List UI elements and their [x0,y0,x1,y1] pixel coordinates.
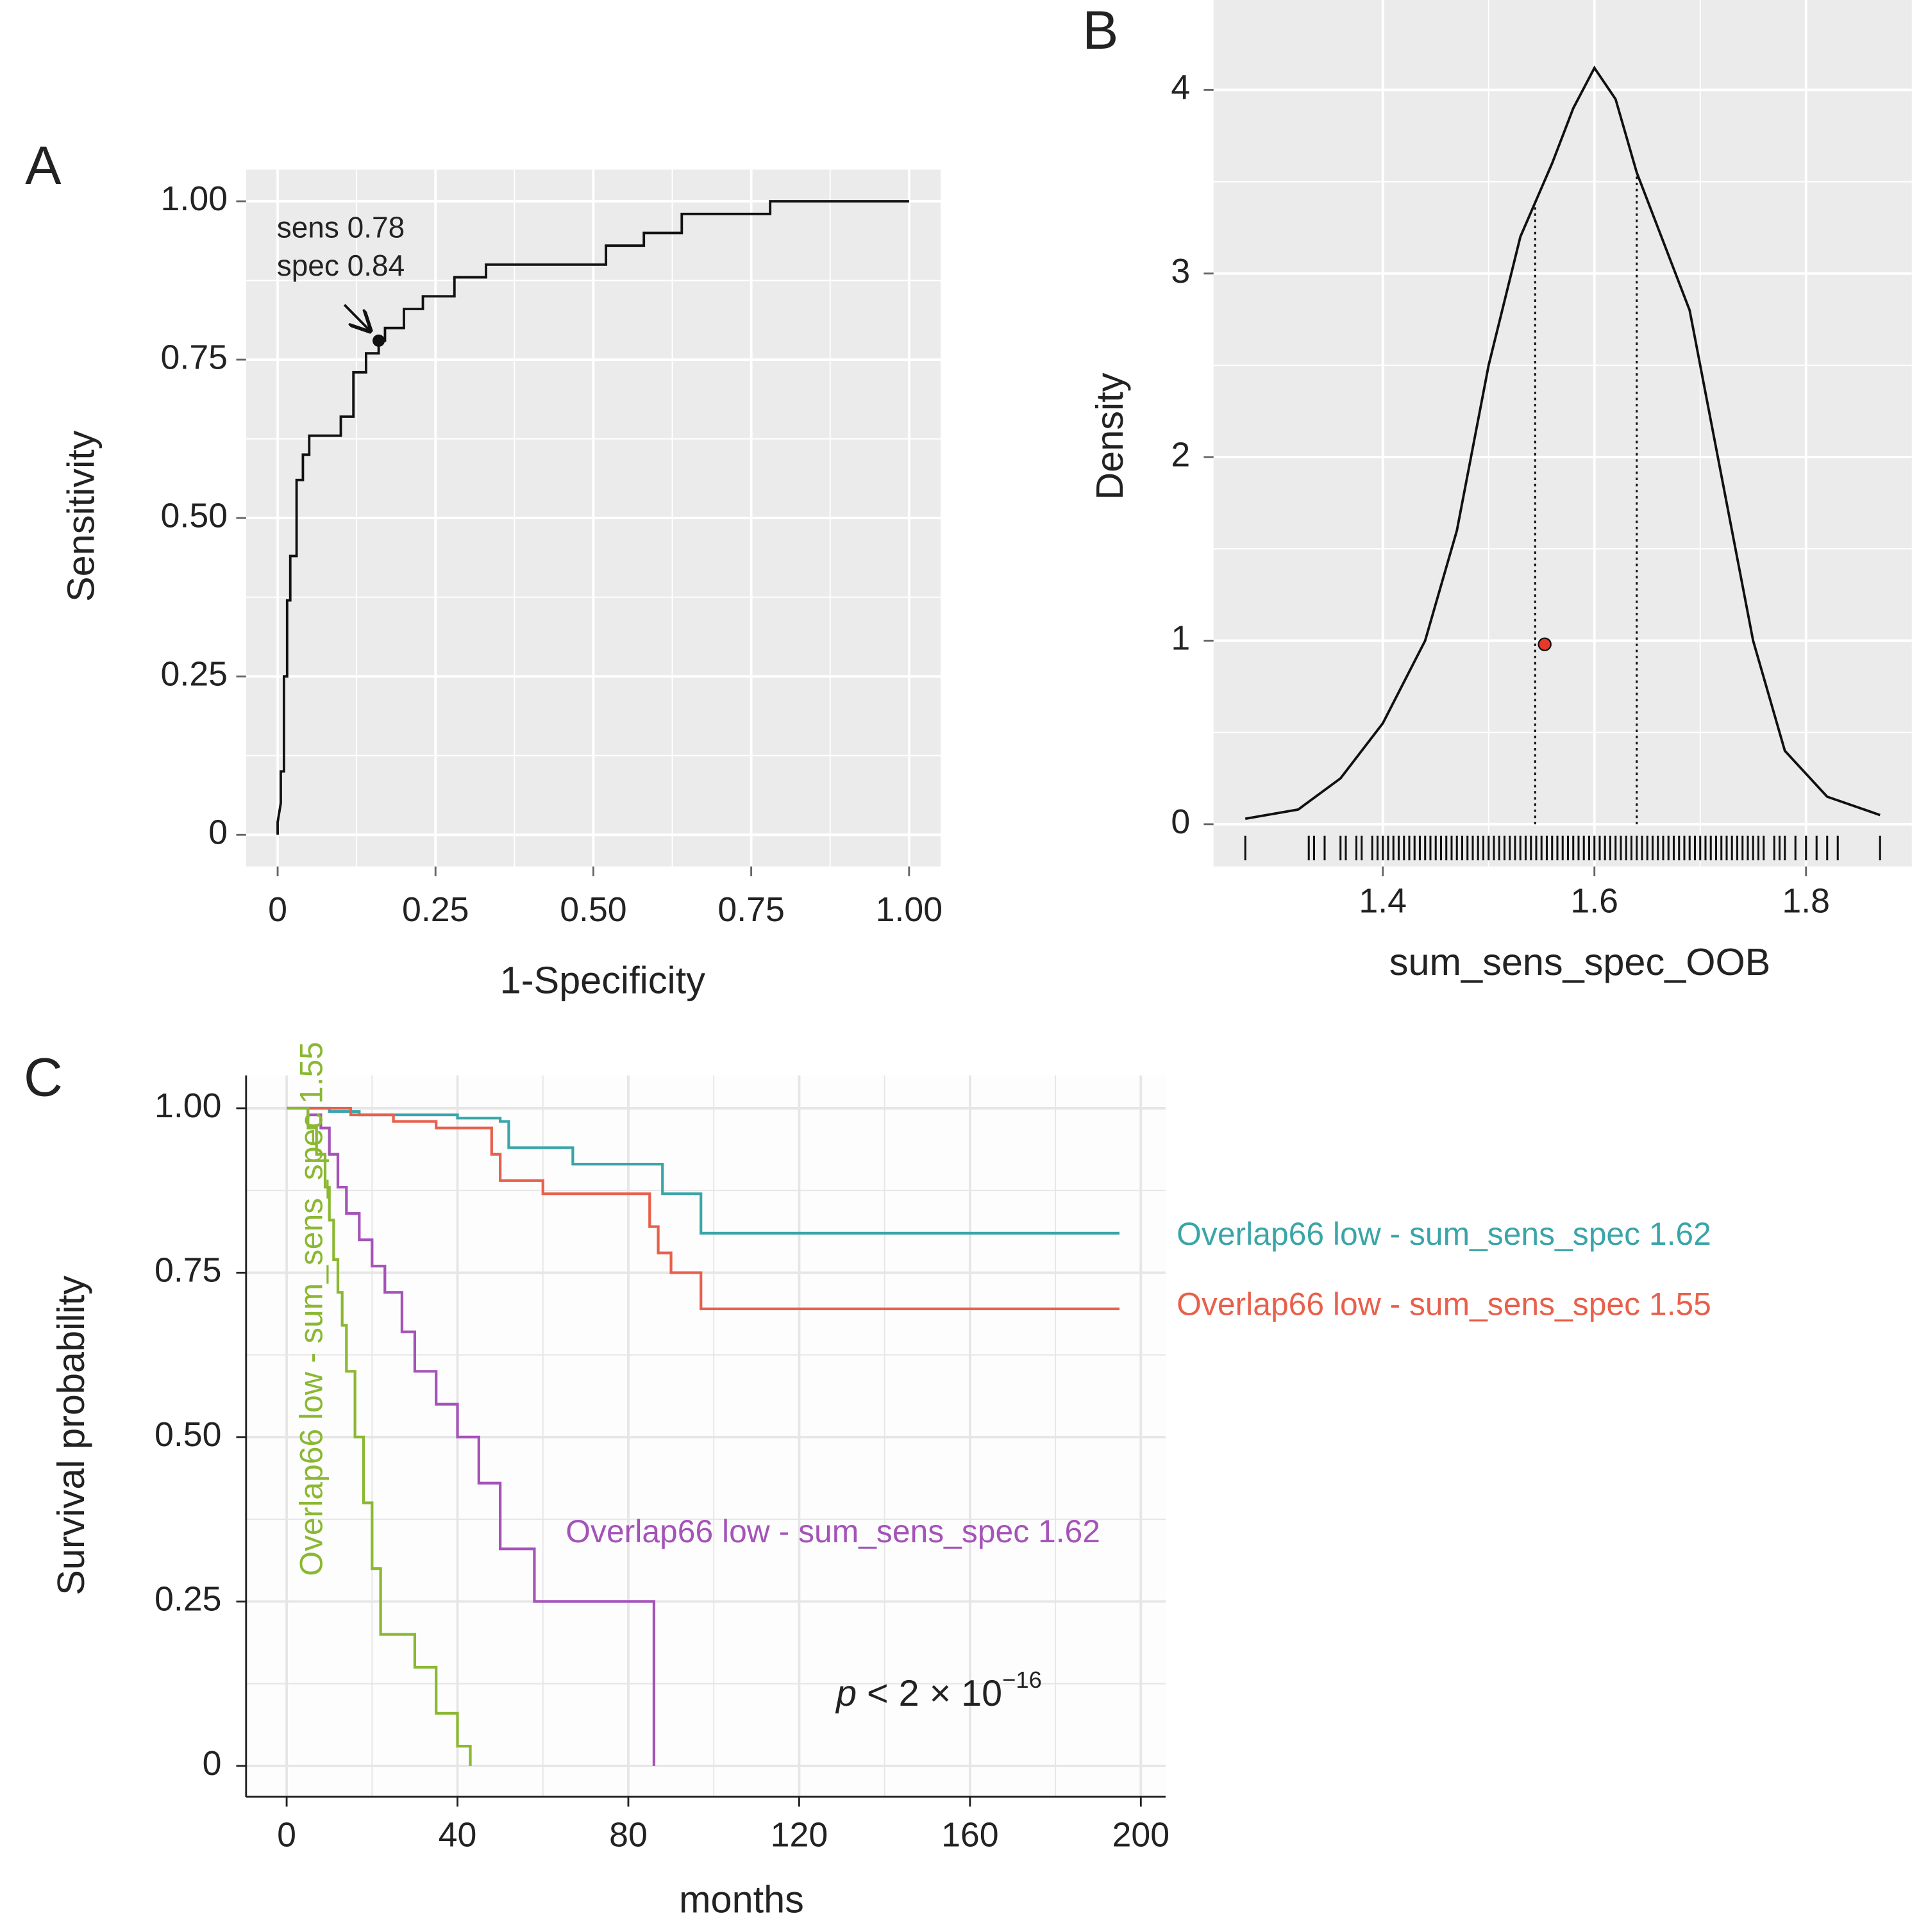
y-tick-label: 0 [1171,803,1190,841]
y-tick-label: 0.25 [161,654,228,693]
y-tick-label: 1.00 [155,1087,221,1125]
x-tick-label: 0 [268,890,287,929]
y-tick-label: 2 [1171,435,1190,474]
panel: 0 0.25 0.50 0.75 1.00 0 0.25 0.50 0.75 1.00 1-Spec… [25,135,943,1002]
panel: 1.4 1.6 1.8 0 1 2 3 4 sum_sens_spec_OOB Density B [1082,0,1912,983]
p-value: p < 2 × 10−16 [835,1666,1042,1714]
panel-label: B [1082,0,1118,60]
arrow [343,304,370,331]
x-tick-label: 0.75 [717,890,784,929]
x-tick-label: 0 [277,1816,296,1854]
y-tick-label: 0 [203,1744,222,1783]
series-label: Overlap66 low - sum_sens_spec 1.55 [1177,1286,1711,1322]
panel-label: C [24,1047,63,1108]
x-tick-label: 0.50 [560,890,626,929]
annotation: sens 0.78 [277,211,405,244]
series-line [287,1106,656,1766]
y-tick-label: 3 [1171,252,1190,290]
x-tick-label: 1.8 [1782,881,1830,920]
x-tick-label: 1.00 [876,890,943,929]
series-label: Overlap66 low - sum_sens_spec 1.55 [293,1042,329,1576]
series-line [287,1106,1119,1310]
x-tick-label: 200 [1112,1816,1170,1854]
x-tick-label: 120 [771,1816,828,1854]
panel-label: A [25,135,62,196]
x-axis-title: months [679,1878,804,1921]
p-symbol: p [835,1673,857,1714]
series-label: Overlap66 low - sum_sens_spec 1.62 [1177,1216,1711,1252]
y-axis-title: Survival probability [49,1276,92,1595]
y-tick-label: 0.75 [155,1251,221,1290]
observed-point [1538,637,1552,651]
y-tick-label: 0.75 [161,338,228,376]
series-line [276,200,909,835]
x-tick-label: 1.4 [1359,881,1407,920]
series-line [1245,65,1881,820]
series-line [287,1106,472,1766]
x-tick-label: 1.6 [1570,881,1618,920]
series-label: Overlap66 low - sum_sens_spec 1.62 [566,1513,1100,1549]
x-tick-label: 160 [941,1816,999,1854]
panel: 0 40 80 120 160 200 0 0.25 0.50 0.75 1.00 months Sur… [24,1042,1711,1921]
plot-background [1213,0,1912,867]
x-tick-label: 40 [439,1816,477,1854]
y-tick-label: 0.25 [155,1580,221,1619]
x-axis-title: 1-Specificity [500,959,706,1002]
x-tick-label: 0.25 [402,890,469,929]
y-tick-label: 0 [208,813,228,851]
y-tick-label: 1 [1171,619,1190,658]
x-axis-title: sum_sens_spec_OOB [1389,940,1771,983]
p-exponent: −16 [1002,1666,1042,1692]
x-tick-label: 80 [609,1816,648,1854]
y-tick-label: 1.00 [161,179,228,218]
optimal-point [373,334,385,347]
y-tick-label: 4 [1171,69,1190,107]
y-axis-title: Density [1088,372,1131,499]
y-axis-title: Sensitivity [59,430,102,602]
y-tick-label: 0.50 [161,496,228,535]
series-line [287,1106,1119,1235]
annotation: spec 0.84 [277,249,405,282]
p-text: < 2 × 10 [857,1673,1002,1714]
y-tick-label: 0.50 [155,1415,221,1454]
